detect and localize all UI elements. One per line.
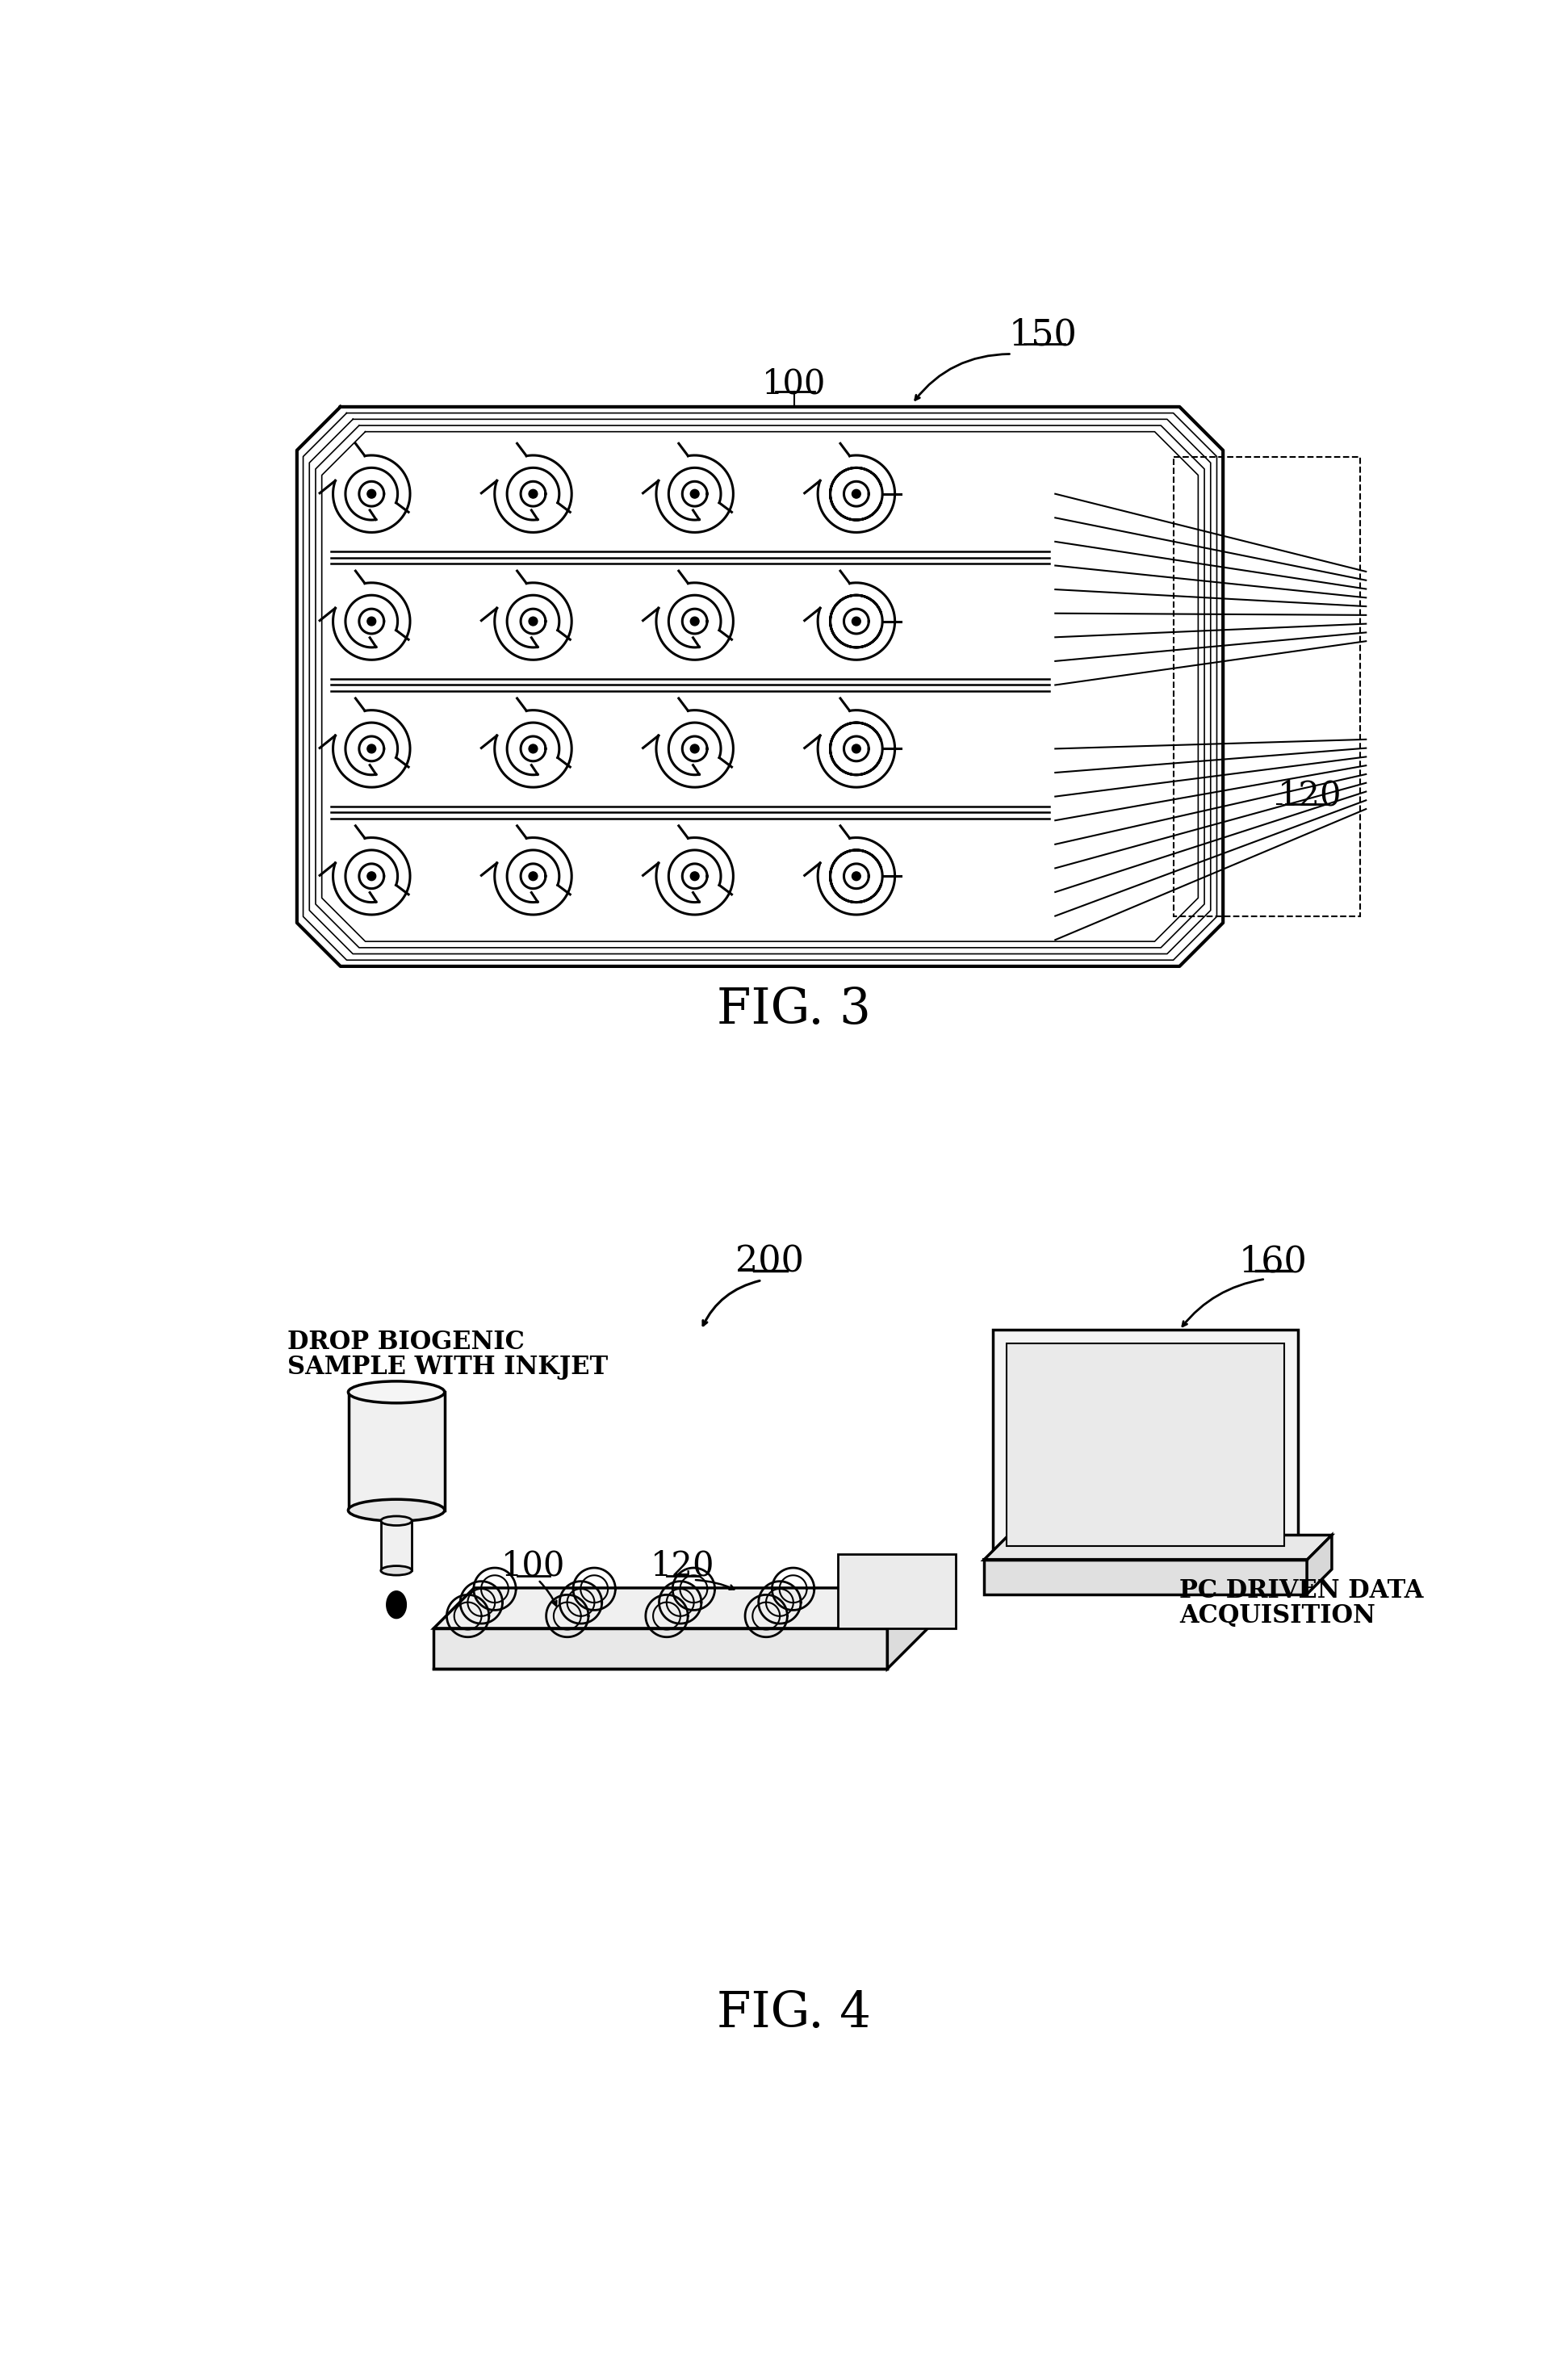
Text: 150: 150 bbox=[1008, 319, 1077, 352]
Circle shape bbox=[528, 871, 538, 881]
Ellipse shape bbox=[381, 1516, 412, 1526]
Circle shape bbox=[367, 490, 376, 497]
Text: DROP BIOGENIC: DROP BIOGENIC bbox=[288, 1330, 525, 1354]
Circle shape bbox=[528, 616, 538, 626]
Bar bbox=[838, 1554, 956, 1628]
Ellipse shape bbox=[349, 1380, 445, 1402]
Bar bbox=[381, 1521, 412, 1571]
Bar bbox=[1173, 457, 1360, 916]
Text: SAMPLE WITH INKJET: SAMPLE WITH INKJET bbox=[288, 1354, 609, 1380]
Text: PC DRIVEN DATA: PC DRIVEN DATA bbox=[1179, 1578, 1424, 1604]
Text: 160: 160 bbox=[1239, 1245, 1307, 1278]
Text: FIG. 3: FIG. 3 bbox=[717, 985, 871, 1033]
Polygon shape bbox=[993, 1330, 1298, 1559]
Circle shape bbox=[691, 871, 699, 881]
Text: 120: 120 bbox=[651, 1549, 714, 1583]
Polygon shape bbox=[386, 1592, 406, 1618]
Polygon shape bbox=[434, 1628, 888, 1668]
Circle shape bbox=[367, 871, 376, 881]
Text: FIG. 4: FIG. 4 bbox=[717, 1990, 871, 2037]
Text: 100: 100 bbox=[500, 1549, 565, 1583]
Polygon shape bbox=[984, 1535, 1332, 1559]
Text: 120: 120 bbox=[1278, 778, 1341, 812]
Polygon shape bbox=[1307, 1535, 1332, 1595]
Circle shape bbox=[367, 616, 376, 626]
Circle shape bbox=[691, 616, 699, 626]
Circle shape bbox=[852, 490, 861, 497]
Polygon shape bbox=[297, 407, 1224, 966]
Circle shape bbox=[852, 871, 861, 881]
Circle shape bbox=[528, 490, 538, 497]
Text: 100: 100 bbox=[762, 367, 826, 400]
Circle shape bbox=[691, 745, 699, 752]
Polygon shape bbox=[434, 1587, 928, 1628]
Circle shape bbox=[367, 745, 376, 752]
Text: 200: 200 bbox=[736, 1245, 804, 1278]
Polygon shape bbox=[984, 1559, 1307, 1595]
Circle shape bbox=[852, 745, 861, 752]
Circle shape bbox=[852, 616, 861, 626]
Circle shape bbox=[528, 745, 538, 752]
Circle shape bbox=[691, 490, 699, 497]
Text: ACQUISITION: ACQUISITION bbox=[1179, 1604, 1376, 1628]
Polygon shape bbox=[888, 1587, 928, 1668]
Ellipse shape bbox=[381, 1566, 412, 1576]
Bar bbox=[1007, 1345, 1284, 1547]
Ellipse shape bbox=[349, 1499, 445, 1521]
Bar bbox=[349, 1392, 445, 1511]
